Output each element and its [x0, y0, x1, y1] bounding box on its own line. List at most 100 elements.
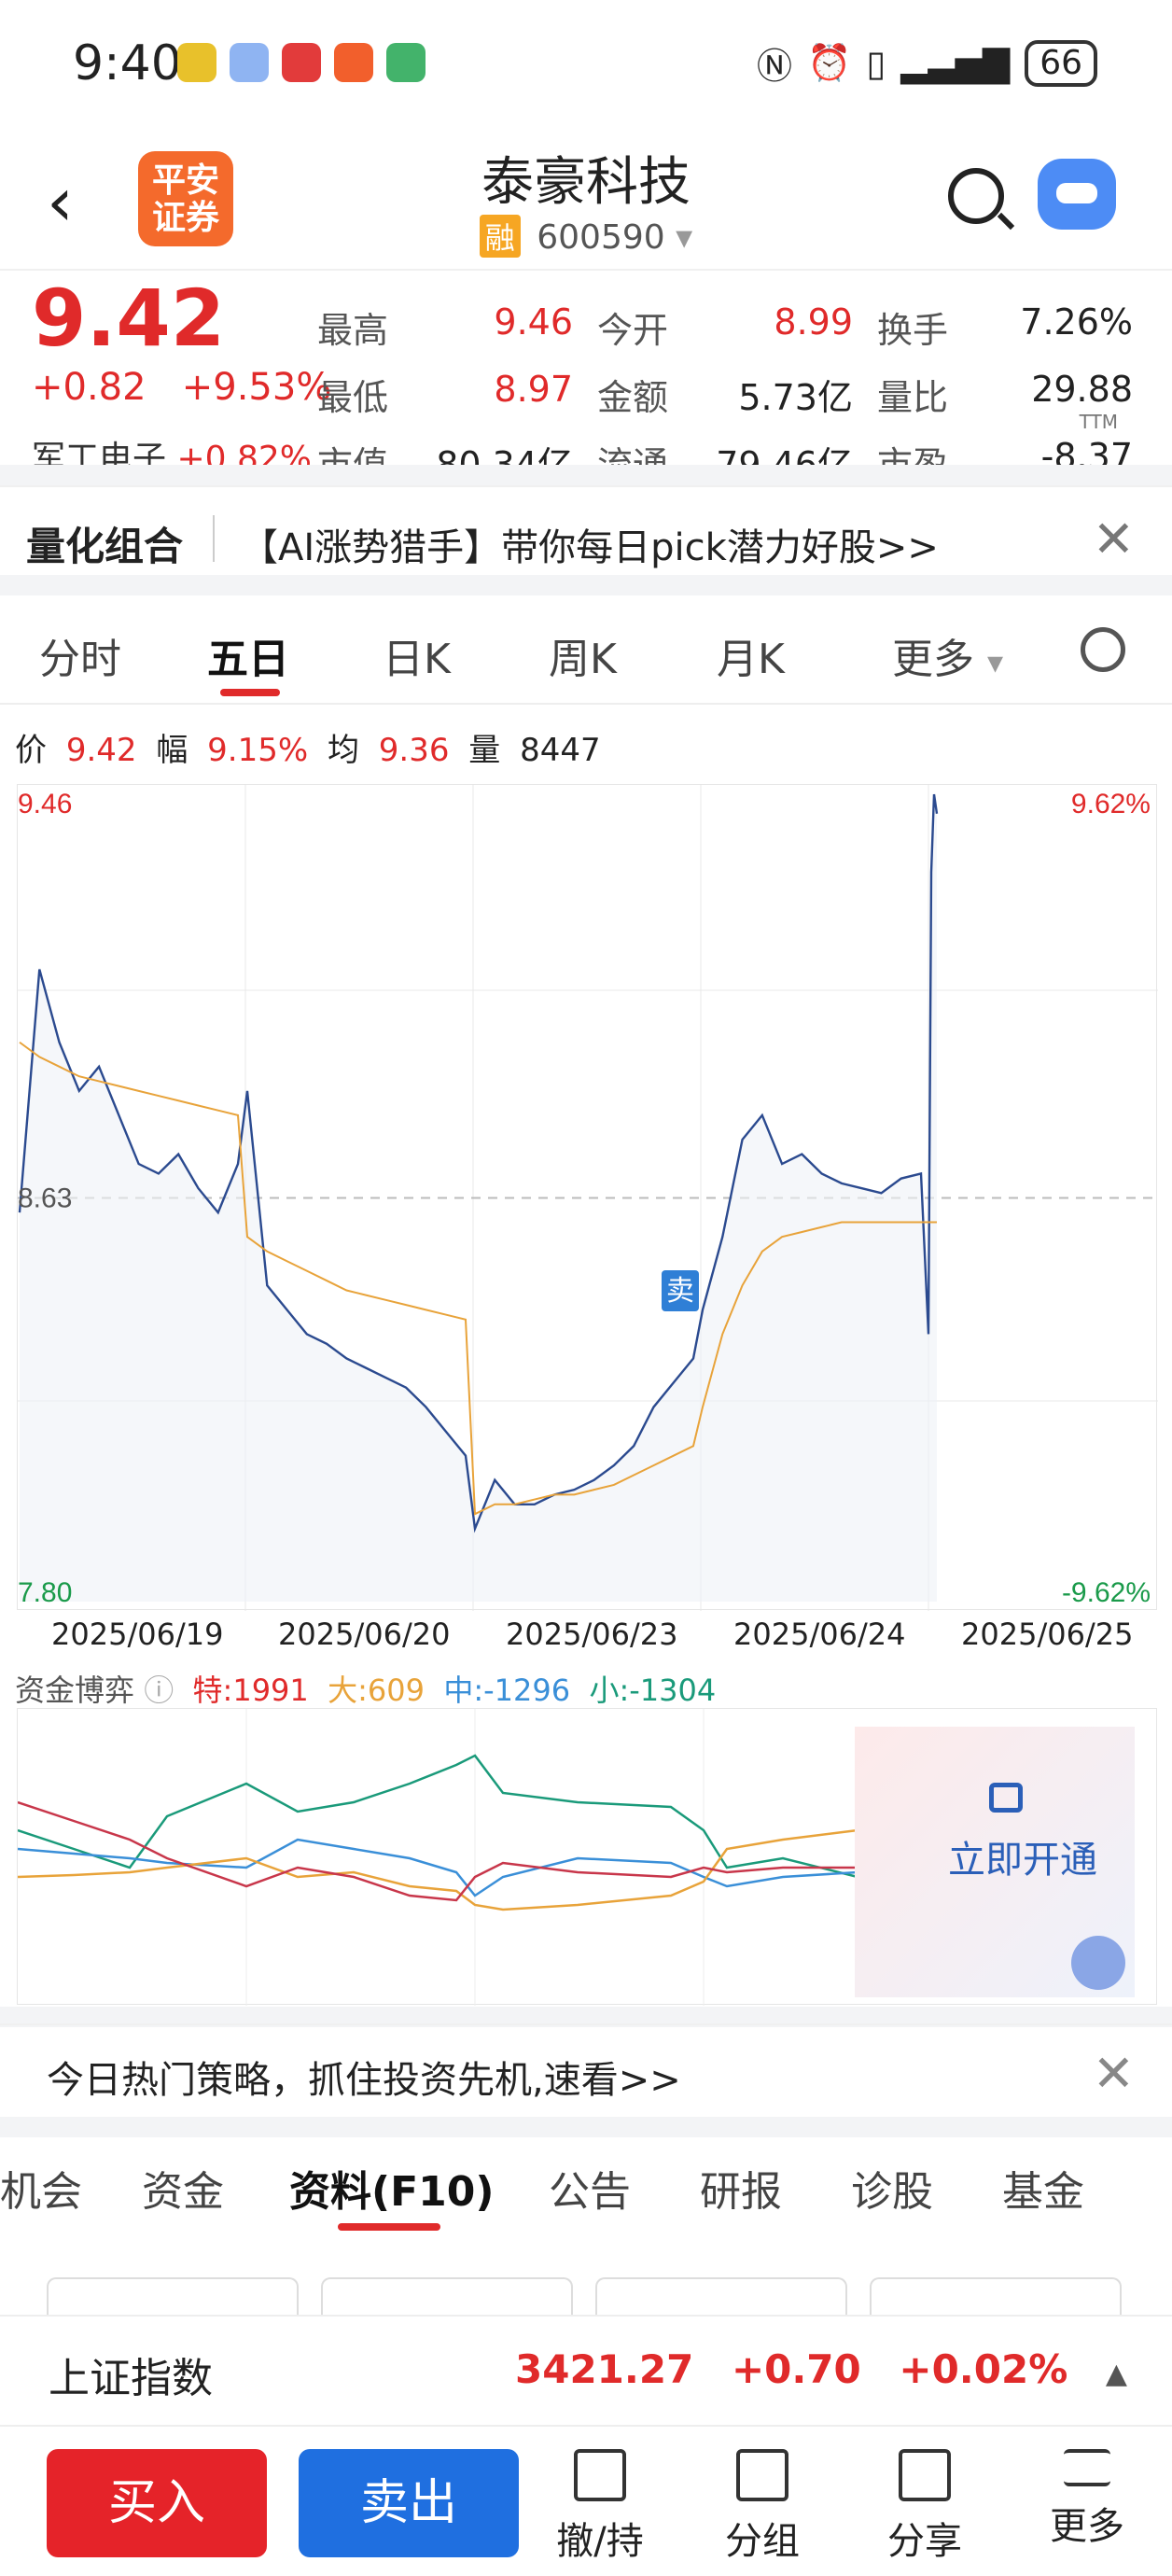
chevron-up-icon: ▲ [1105, 2358, 1127, 2390]
unlock-button[interactable]: 立即开通 [948, 1839, 1097, 1882]
pill[interactable] [870, 2277, 1122, 2315]
tab-yuek[interactable]: 月K [717, 636, 785, 683]
price-area [20, 794, 937, 1602]
pill[interactable] [47, 2277, 299, 2315]
quote-row: 最低 8.97 金额 5.73亿 量比 29.88 [317, 360, 1157, 427]
status-time: 9:40 [73, 35, 182, 91]
gear-icon[interactable] [1081, 627, 1125, 672]
back-icon[interactable]: ‹ [47, 162, 74, 241]
quote-value: 8.97 [494, 368, 573, 410]
sell-marker [662, 1270, 699, 1311]
app-icon [230, 43, 269, 82]
pill[interactable] [321, 2277, 573, 2315]
x-tick-label: 2025/06/24 [733, 1617, 906, 1652]
index-pct: +0.02% [899, 2346, 1068, 2392]
x-tick-label: 2025/06/19 [51, 1617, 224, 1652]
chevron-down-icon: ▾ [987, 644, 1004, 681]
sell-button[interactable]: 卖出 [299, 2449, 519, 2557]
y-tick-label: 9.46 [18, 789, 72, 819]
close-icon[interactable]: ✕ [1092, 510, 1135, 568]
index-bar[interactable]: 上证指数 3421.27 +0.70 +0.02% ▲ [0, 2315, 1172, 2422]
promo-banner[interactable]: 量化组合 【AI涨势猎手】带你每日pick潜力好股>> ✕ [0, 485, 1172, 595]
y-tick-label: -9.62% [1062, 1577, 1151, 1608]
tab-fenshi[interactable]: 分时 [39, 636, 121, 683]
mobile-icon [386, 43, 426, 82]
margin-badge: 融 [479, 215, 521, 258]
active-tab-indicator [220, 689, 280, 696]
info-tabs: 机会 资金 资料(F10) 公告 研报 诊股 基金 [0, 2137, 1172, 2240]
vol-value: 8447 [520, 732, 601, 769]
quote-label: 换手 [877, 309, 949, 351]
group-button[interactable]: 分组 [692, 2449, 832, 2565]
pill[interactable] [595, 2277, 847, 2315]
vibrate-icon: ▯ [866, 42, 886, 84]
current-price: 9.42 [32, 273, 226, 364]
avg-value: 9.36 [378, 732, 450, 769]
index-value: 3421.27 [515, 2346, 694, 2392]
price-line [18, 793, 939, 1533]
quote-cell: 金额 5.73亿 [597, 369, 877, 420]
chart-info: 价 9.42 幅 9.15% 均 9.36 量 8447 [15, 724, 610, 770]
tab-zijin[interactable]: 资金 [142, 2168, 224, 2216]
tab-rik[interactable]: 日K [383, 636, 451, 683]
hold-button[interactable]: 撤/持 [530, 2449, 670, 2565]
quote-value: 7.26% [1020, 301, 1133, 343]
quote-label: 最高 [317, 309, 389, 351]
avg-label: 均 [327, 732, 359, 769]
quote-cell: 最高 9.46 [317, 301, 597, 353]
info-icon[interactable]: ⓘ [144, 1673, 174, 1708]
stock-code-row[interactable]: 融 600590 ▾ [0, 215, 1172, 258]
quote-value: 8.99 [774, 301, 853, 343]
tab-ziliao[interactable]: 资料(F10) [289, 2168, 495, 2216]
amp-label: 幅 [156, 732, 188, 769]
alarm-icon: ⏰ [807, 42, 852, 83]
stock-code: 600590 [537, 218, 665, 257]
hold-label: 撤/持 [556, 2520, 644, 2563]
tab-jijin[interactable]: 基金 [1002, 2168, 1084, 2216]
dropdown-icon: ▾ [676, 218, 693, 257]
status-bar: 9:40 Ⓝ ⏰ ▯ ▂▃▅▇ 66 [0, 0, 1172, 131]
price-chart[interactable]: 9.46 8.63 7.80 9.62% -9.62% 卖 [17, 784, 1158, 1611]
tab-yanbao[interactable]: 研报 [700, 2168, 782, 2216]
price-change: +0.82 +9.53% [32, 366, 331, 409]
notification-icons [177, 43, 426, 82]
y-tick-label: 8.63 [18, 1183, 72, 1214]
hot-text: 今日热门策略，抓住投资先机,速看>> [47, 2059, 681, 2102]
fund-da: 大:609 [328, 1673, 425, 1708]
group-label: 分组 [725, 2520, 800, 2563]
expand-icon[interactable] [1071, 1936, 1125, 1990]
promo-divider [213, 515, 215, 562]
lock-icon [989, 1783, 1023, 1813]
price-label: 价 [15, 732, 47, 769]
quote-value: 5.73亿 [738, 376, 853, 418]
x-tick-label: 2025/06/25 [961, 1617, 1134, 1652]
change-pct: +9.53% [181, 366, 332, 409]
y-tick-label: 7.80 [18, 1577, 72, 1608]
quote-label: 今开 [597, 309, 669, 351]
tab-more[interactable]: 更多 ▾ [892, 625, 1003, 685]
quote-cell: 换手 7.26% [877, 301, 1157, 353]
tab-gonggao[interactable]: 公告 [549, 2168, 631, 2216]
divider [0, 465, 1172, 485]
sub-pills [47, 2277, 1129, 2315]
tab-wuri[interactable]: 五日 [207, 636, 289, 683]
tab-zhengu[interactable]: 诊股 [851, 2168, 933, 2216]
buy-button[interactable]: 买入 [47, 2449, 267, 2557]
share-button[interactable]: 分享 [855, 2449, 995, 2565]
tab-zhouk[interactable]: 周K [549, 636, 617, 683]
quote-grid: 最高9.46今开8.99换手7.26%最低8.97金额5.73亿量比29.88市… [317, 293, 1157, 495]
search-icon[interactable] [948, 168, 1004, 224]
hot-banner[interactable]: 今日热门策略，抓住投资先机,速看>> ✕ [0, 2023, 1172, 2117]
bottom-bar: 买入 卖出 撤/持 分组 分享 更多 [0, 2425, 1172, 2576]
tab-jihui[interactable]: 机会 [0, 2168, 82, 2216]
folder-icon [736, 2449, 788, 2501]
ttm-label: TTM [1079, 411, 1118, 433]
chart-tabs: 分时 五日 日K 周K 月K 更多 ▾ [0, 597, 1172, 705]
quote-cell: 量比 29.88 [877, 369, 1157, 420]
ai-assistant-icon[interactable] [1038, 159, 1116, 230]
amp-value: 9.15% [207, 732, 309, 769]
more-button[interactable]: 更多 [1017, 2449, 1157, 2550]
close-icon[interactable]: ✕ [1092, 2044, 1135, 2103]
y-tick-label: 9.62% [1071, 789, 1151, 819]
index-name: 上证指数 [49, 2355, 213, 2402]
